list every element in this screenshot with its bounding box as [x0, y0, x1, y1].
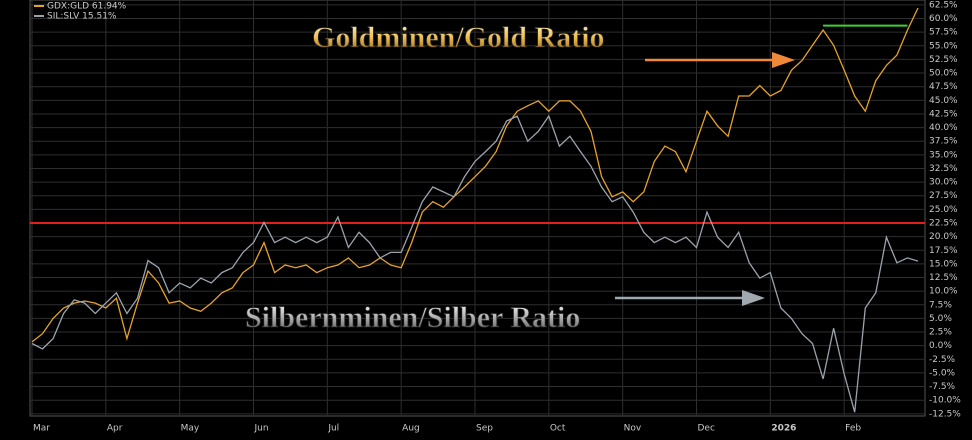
- x-tick-label: Dec: [698, 424, 715, 434]
- arrow-head: [772, 52, 795, 68]
- y-tick-label: 55.0%: [929, 41, 958, 51]
- x-tick-label: 2026: [771, 424, 796, 434]
- y-tick-label: 27.5%: [929, 191, 958, 201]
- x-tick-label: Mar: [33, 424, 50, 434]
- annotation: Goldminen/Gold Ratio: [312, 21, 605, 54]
- y-tick-label: 0.0%: [929, 341, 952, 351]
- x-tick-label: Nov: [624, 424, 642, 434]
- y-tick-label: 57.5%: [929, 28, 958, 38]
- y-tick-label: 15.0%: [929, 259, 958, 269]
- y-tick-label: 45.0%: [929, 96, 958, 106]
- marks: [30, 7, 925, 413]
- y-tick-label: 50.0%: [929, 69, 958, 79]
- y-tick-label: 30.0%: [929, 178, 958, 188]
- y-tick-label: 52.5%: [929, 55, 958, 65]
- x-tick-label: Sep: [476, 424, 493, 434]
- x-tick-label: Jul: [327, 424, 339, 434]
- y-tick-label: 40.0%: [929, 123, 958, 133]
- x-tick-label: Aug: [402, 424, 420, 434]
- legend-label: GDX:GLD 61.94%: [47, 2, 127, 12]
- y-tick-label: 62.5%: [929, 0, 958, 10]
- y-tick-label: -10.0%: [929, 396, 961, 406]
- y-tick-label: 12.5%: [929, 273, 958, 283]
- series-line: [31, 114, 919, 413]
- arrow-head: [742, 290, 765, 306]
- y-tick-label: 7.5%: [929, 300, 952, 310]
- y-tick-label: 60.0%: [929, 14, 958, 24]
- y-tick-label: 5.0%: [929, 314, 952, 324]
- y-tick-label: -12.5%: [929, 409, 961, 419]
- y-tick-label: 20.0%: [929, 232, 958, 242]
- y-tick-label: -2.5%: [929, 355, 956, 365]
- y-tick-label: 47.5%: [929, 82, 958, 92]
- y-tick-label: 35.0%: [929, 150, 958, 160]
- y-tick-label: 17.5%: [929, 246, 958, 256]
- y-tick-label: -7.5%: [929, 382, 956, 392]
- x-tick-label: Apr: [107, 424, 123, 434]
- y-tick-label: 25.0%: [929, 205, 958, 215]
- plot-area: [29, 0, 926, 417]
- y-tick-label: 10.0%: [929, 287, 958, 297]
- x-tick-label: Jun: [254, 424, 269, 434]
- annotation: Silbernminen/Silber Ratio: [245, 301, 580, 334]
- legend-label: SIL:SLV 15.51%: [47, 12, 117, 22]
- y-tick-label: 2.5%: [929, 328, 952, 338]
- y-tick-label: 37.5%: [929, 137, 958, 147]
- y-tick-label: 32.5%: [929, 164, 958, 174]
- y-tick-label: -5.0%: [929, 368, 956, 378]
- y-tick-label: 42.5%: [929, 109, 958, 119]
- series-line: [31, 7, 919, 343]
- y-tick-label: 22.5%: [929, 218, 958, 228]
- x-tick-label: May: [181, 424, 200, 434]
- x-tick-label: Feb: [845, 424, 861, 434]
- x-tick-label: Oct: [550, 424, 566, 434]
- grid: [30, 0, 925, 416]
